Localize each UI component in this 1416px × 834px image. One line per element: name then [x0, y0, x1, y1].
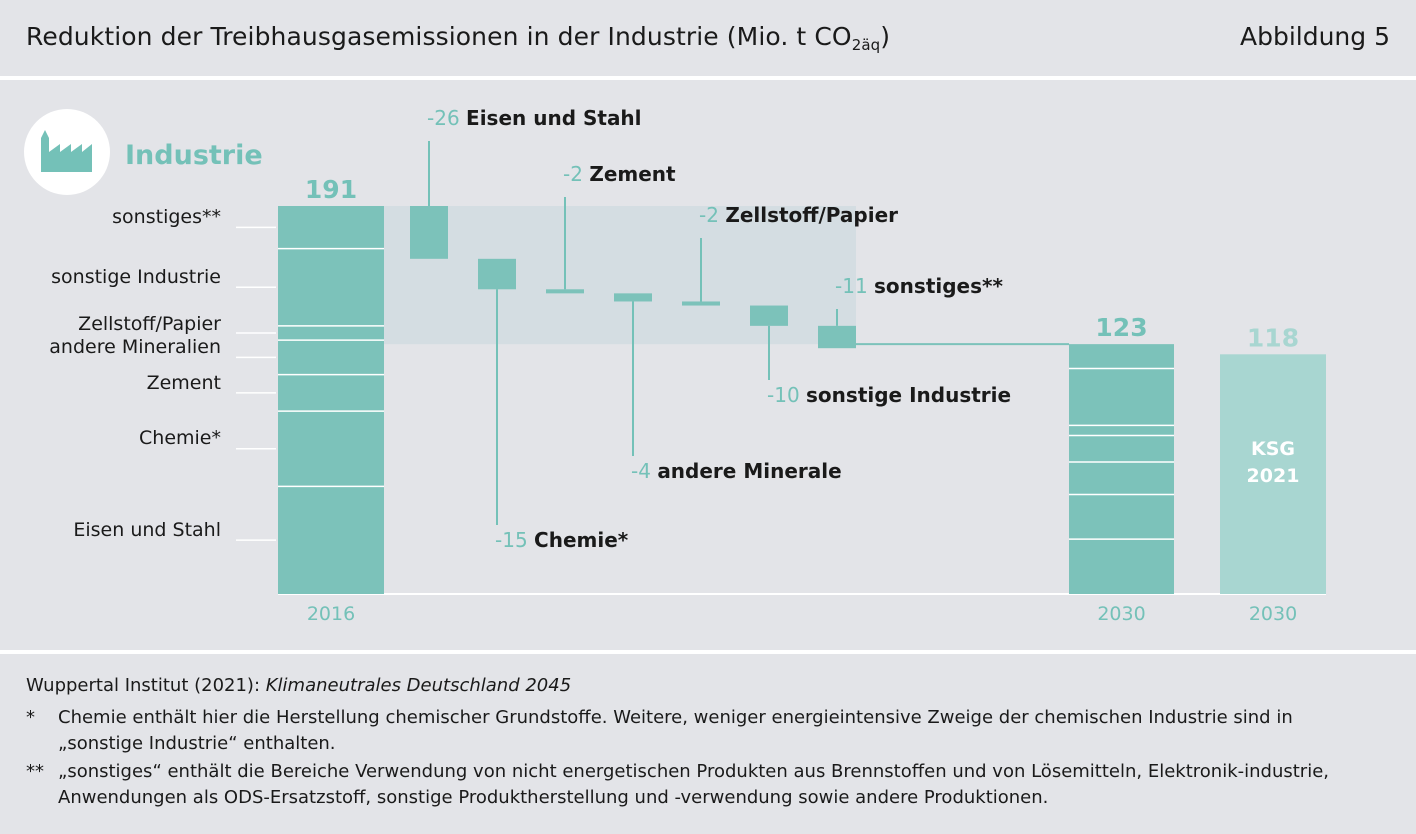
- segment-label-zellstoff-papier: Zellstoff/Papier: [78, 313, 221, 335]
- year-label-ksg: 2030: [1249, 603, 1297, 625]
- step-value: -2: [699, 203, 725, 227]
- segment-label-andere-mineralien: andere Mineralien: [49, 336, 221, 358]
- waterfall-chart: Industrie Eisen und Stahl Chemie* Zement an…: [24, 106, 1326, 625]
- year-label-2016: 2016: [307, 603, 355, 625]
- step-value: -15: [495, 528, 534, 552]
- footer: Wuppertal Institut (2021): Klimaneutrale…: [26, 675, 1330, 808]
- segment-label-chemie: Chemie*: [139, 427, 221, 449]
- step-name: sonstiges**: [874, 274, 1003, 298]
- step-label-zement: -2 Zement: [563, 162, 676, 186]
- step-name: sonstige Industrie: [806, 383, 1011, 407]
- ksg-label: KSG: [1251, 438, 1295, 460]
- plot-area: Eisen und Stahl Chemie* Zement andere Miner…: [49, 106, 1326, 625]
- total-label-ksg: 118: [1247, 323, 1299, 352]
- total-label-2016: 191: [305, 175, 357, 204]
- step-value: -11: [835, 274, 874, 298]
- chart-header: Reduktion der Treibhausgasemissionen in …: [0, 0, 1416, 76]
- figure-label: Abbildung 5: [1239, 22, 1390, 51]
- step-bar-andere-minerale: [614, 293, 652, 302]
- segment-label-sonstiges: sonstiges**: [112, 206, 221, 228]
- ksg-year-label: 2021: [1247, 465, 1300, 487]
- step-name: Zellstoff/Papier: [725, 203, 898, 227]
- bar-2030: [1069, 344, 1174, 594]
- segment-label-sonstige-industrie: sonstige Industrie: [51, 266, 221, 288]
- step-label-zellstoff-papier: -2 Zellstoff/Papier: [699, 203, 898, 227]
- step-bar-zellstoff-papier: [682, 301, 720, 306]
- sector-label: Industrie: [125, 140, 263, 171]
- total-label-2030: 123: [1095, 313, 1147, 342]
- step-bar-eisen-und-stahl: [410, 206, 448, 259]
- bar-2016: [278, 206, 384, 594]
- step-label-chemie: -15 Chemie*: [495, 528, 629, 552]
- segment-label-zement: Zement: [147, 372, 221, 394]
- step-name: Zement: [589, 162, 676, 186]
- step-label-sonstiges: -11 sonstiges**: [835, 274, 1003, 298]
- step-name: Chemie*: [534, 528, 629, 552]
- step-bar-sonstige-industrie: [750, 305, 788, 326]
- divider-bottom: [0, 650, 1416, 654]
- step-name: andere Minerale: [657, 459, 841, 483]
- sector-badge: Industrie: [24, 109, 263, 195]
- step-label-sonstige-industrie: -10 sonstige Industrie: [767, 383, 1011, 407]
- year-label-2030: 2030: [1097, 603, 1145, 625]
- bar-ksg-2030: [1220, 354, 1326, 594]
- step-bar-zement: [546, 289, 584, 294]
- source-line: Wuppertal Institut (2021): Klimaneutrale…: [26, 675, 572, 696]
- divider-top: [0, 76, 1416, 80]
- step-label-andere-minerale: -4 andere Minerale: [631, 459, 842, 483]
- factory-icon: [41, 130, 92, 172]
- step-bar-sonstiges: [818, 325, 856, 349]
- chart-title: Reduktion der Treibhausgasemissionen in …: [26, 22, 891, 54]
- step-value: -26: [427, 106, 466, 130]
- step-name: Eisen und Stahl: [466, 106, 642, 130]
- step-value: -4: [631, 459, 657, 483]
- step-value: -2: [563, 162, 589, 186]
- segment-label-eisen-und-stahl: Eisen und Stahl: [73, 519, 221, 541]
- step-label-eisen-und-stahl: -26 Eisen und Stahl: [427, 106, 642, 130]
- step-value: -10: [767, 383, 806, 407]
- step-bar-chemie: [478, 258, 516, 290]
